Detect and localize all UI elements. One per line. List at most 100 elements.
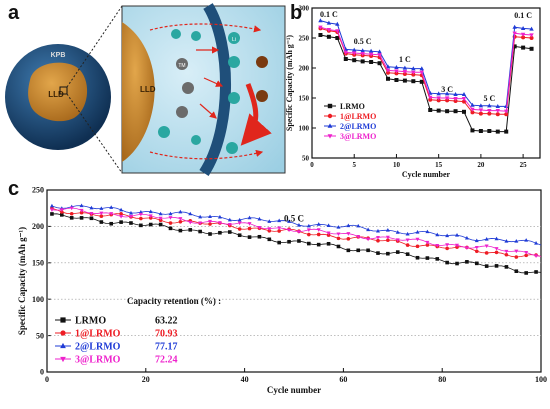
chart-c-point <box>198 221 203 226</box>
chart-b-point <box>343 57 348 61</box>
chart-b-point <box>411 66 416 71</box>
chart-c-point <box>148 214 153 218</box>
chart-b-series-line <box>320 20 532 107</box>
chart-c-point <box>326 223 331 228</box>
arrow-group <box>149 23 264 160</box>
chart-c-point <box>178 228 183 233</box>
chart-c-y-tick-label: 250 <box>32 186 44 195</box>
chart-b-series-line <box>320 26 532 112</box>
chart-b-point <box>335 21 340 26</box>
chart-c-point <box>316 228 321 232</box>
chart-c-legend-label: LRMO <box>75 316 106 327</box>
chart-c-point <box>366 248 370 253</box>
chart-c-point <box>465 260 469 264</box>
chart-c-point <box>49 208 54 212</box>
chart-c-point <box>455 233 459 237</box>
chart-b-legend-label: LRMO <box>340 102 365 111</box>
chart-b-point <box>318 33 323 37</box>
chart-c-point <box>455 243 459 248</box>
chart-c-legend-marker <box>60 356 66 363</box>
chart-c-point <box>534 241 539 245</box>
chart-b-x-tick-label: 10 <box>393 161 401 169</box>
chart-b-legend-label: 1@LRMO <box>340 112 376 121</box>
chart-c-point <box>79 203 84 208</box>
chart-b-point <box>419 70 424 75</box>
chart-c-point <box>99 220 104 224</box>
chart-c-point <box>188 220 193 225</box>
chart-b-y-tick-label: 100 <box>299 124 310 132</box>
chart-c-y-tick-label: 50 <box>36 331 44 340</box>
zoom-shell <box>199 3 231 176</box>
chart-b-point <box>386 76 390 81</box>
chart-b-point <box>461 92 467 96</box>
chart-b-point <box>377 49 382 54</box>
chart-c-y-tick-label: 0 <box>40 368 44 377</box>
chart-b-point <box>402 70 408 74</box>
chart-b-point <box>436 96 441 101</box>
chart-c-point <box>138 212 143 217</box>
chart-c-retention-value: 77.17 <box>155 342 178 353</box>
chart-c-point <box>148 222 153 227</box>
panel-c-letter: c <box>8 178 20 200</box>
chart-c-point <box>89 211 94 216</box>
chart-c-point <box>534 270 538 274</box>
chart-b-point <box>377 53 382 58</box>
chart-b-x-tick-label: 5 <box>352 161 356 169</box>
chart-c-point <box>346 237 351 241</box>
chart-c-point <box>69 206 74 211</box>
chart-c-point <box>168 216 173 220</box>
chart-b-y-tick-label: 150 <box>299 94 310 102</box>
chart-c-point <box>188 211 193 216</box>
chart-b-x-tick-label: 0 <box>310 161 314 169</box>
chart-c-point <box>79 208 84 213</box>
chart-c-point <box>158 211 163 216</box>
chart-c-point <box>484 237 489 241</box>
chart-b-point <box>512 24 517 29</box>
chart-c-point <box>247 222 252 226</box>
chart-c-point <box>474 249 479 254</box>
chart-c-point <box>514 269 519 273</box>
chart-b-x-tick-label: 20 <box>477 161 485 169</box>
chart-b-point <box>335 29 340 34</box>
chart-c-legend-marker <box>60 330 66 336</box>
chart-b-y-axis-label: Specific Capacity (mAh g⁻¹) <box>285 35 294 132</box>
chart-b-x-axis-label: Cycle number <box>402 170 451 179</box>
chart-c-point <box>208 232 212 236</box>
chart-c-point <box>257 234 262 239</box>
chart-b-point <box>369 60 374 64</box>
chart-c-point <box>395 250 400 254</box>
chart-c-legend-label: 3@LRMO <box>75 355 121 366</box>
chart-c-y-tick-label: 100 <box>32 295 44 304</box>
chart-c-point <box>296 223 301 227</box>
chart-c-point <box>237 233 242 238</box>
chart-c-point <box>445 233 450 238</box>
chart-c-point <box>405 252 410 256</box>
zoom-line-top <box>66 5 123 88</box>
chart-c-point <box>395 230 400 234</box>
chart-c-point <box>277 226 282 231</box>
chart-b-legend-label: 3@LRMO <box>340 132 376 141</box>
chart-b-point <box>335 36 340 40</box>
chart-b-point <box>436 91 441 96</box>
chart-b-x-tick-label: 25 <box>520 161 528 169</box>
chart-b-point <box>478 129 483 133</box>
chart-b-point <box>529 36 534 40</box>
chart-c-retention-value: 63.22 <box>155 316 178 327</box>
chart-c-point <box>534 254 539 258</box>
chart-c-point <box>50 212 54 216</box>
chart-b-point <box>436 108 441 113</box>
chart-b-point <box>470 107 475 112</box>
chart-c-point <box>376 251 380 255</box>
chart-c-point <box>504 249 509 254</box>
chart-c-point <box>287 239 291 244</box>
li-label: Li <box>232 37 236 43</box>
chart-b-point <box>377 61 382 66</box>
chart-c-point <box>484 244 489 249</box>
chart-c-point <box>376 238 380 243</box>
chart-b-point <box>360 52 365 56</box>
chart-c-point <box>385 228 390 232</box>
chart-c-point <box>307 241 311 246</box>
chart-c-point <box>484 264 489 268</box>
chart-b-point <box>521 35 526 40</box>
